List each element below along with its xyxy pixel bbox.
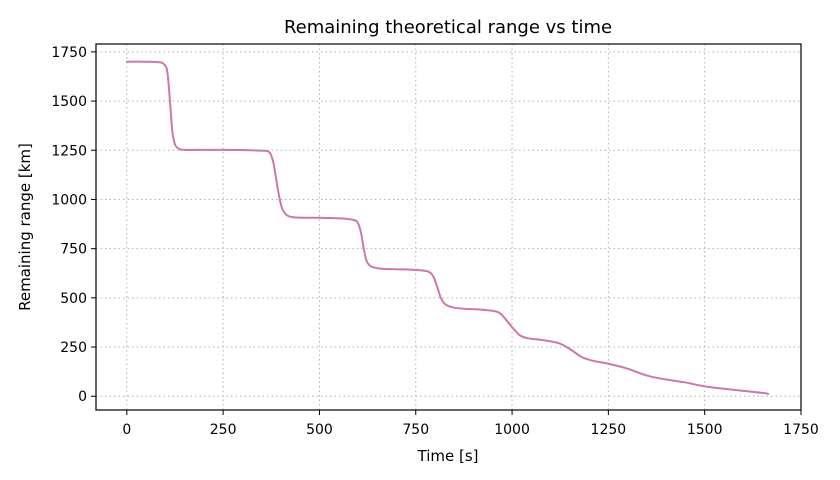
x-tick-label: 0 [122,422,131,438]
chart-title: Remaining theoretical range vs time [284,17,612,38]
y-axis-label: Remaining range [km] [16,143,34,311]
grid [96,44,802,410]
x-tick-label: 1250 [591,422,627,438]
y-tick-label: 0 [78,389,87,405]
y-tick-label: 1500 [51,94,87,110]
x-tick-label: 1750 [783,422,819,438]
y-tick-label: 1750 [51,45,87,61]
y-axis: 0 250 500 750 1000 1250 1500 1750 [51,45,96,405]
x-tick-label: 500 [306,422,333,438]
series-layer [125,60,770,395]
x-tick-label: 1000 [494,422,530,438]
x-axis-label: Time [s] [417,447,479,465]
series-line [125,60,770,395]
plot-frame [95,43,802,411]
y-tick-label: 500 [60,291,87,307]
y-tick-label: 1000 [51,192,87,208]
x-tick-label: 750 [402,422,429,438]
y-tick-label: 1250 [51,143,87,159]
x-axis: 0 250 500 750 1000 1250 1500 1750 [122,410,819,438]
y-tick-label: 750 [60,242,87,258]
y-tick-label: 250 [60,340,87,356]
x-tick-label: 250 [210,422,237,438]
x-tick-label: 1500 [687,422,723,438]
